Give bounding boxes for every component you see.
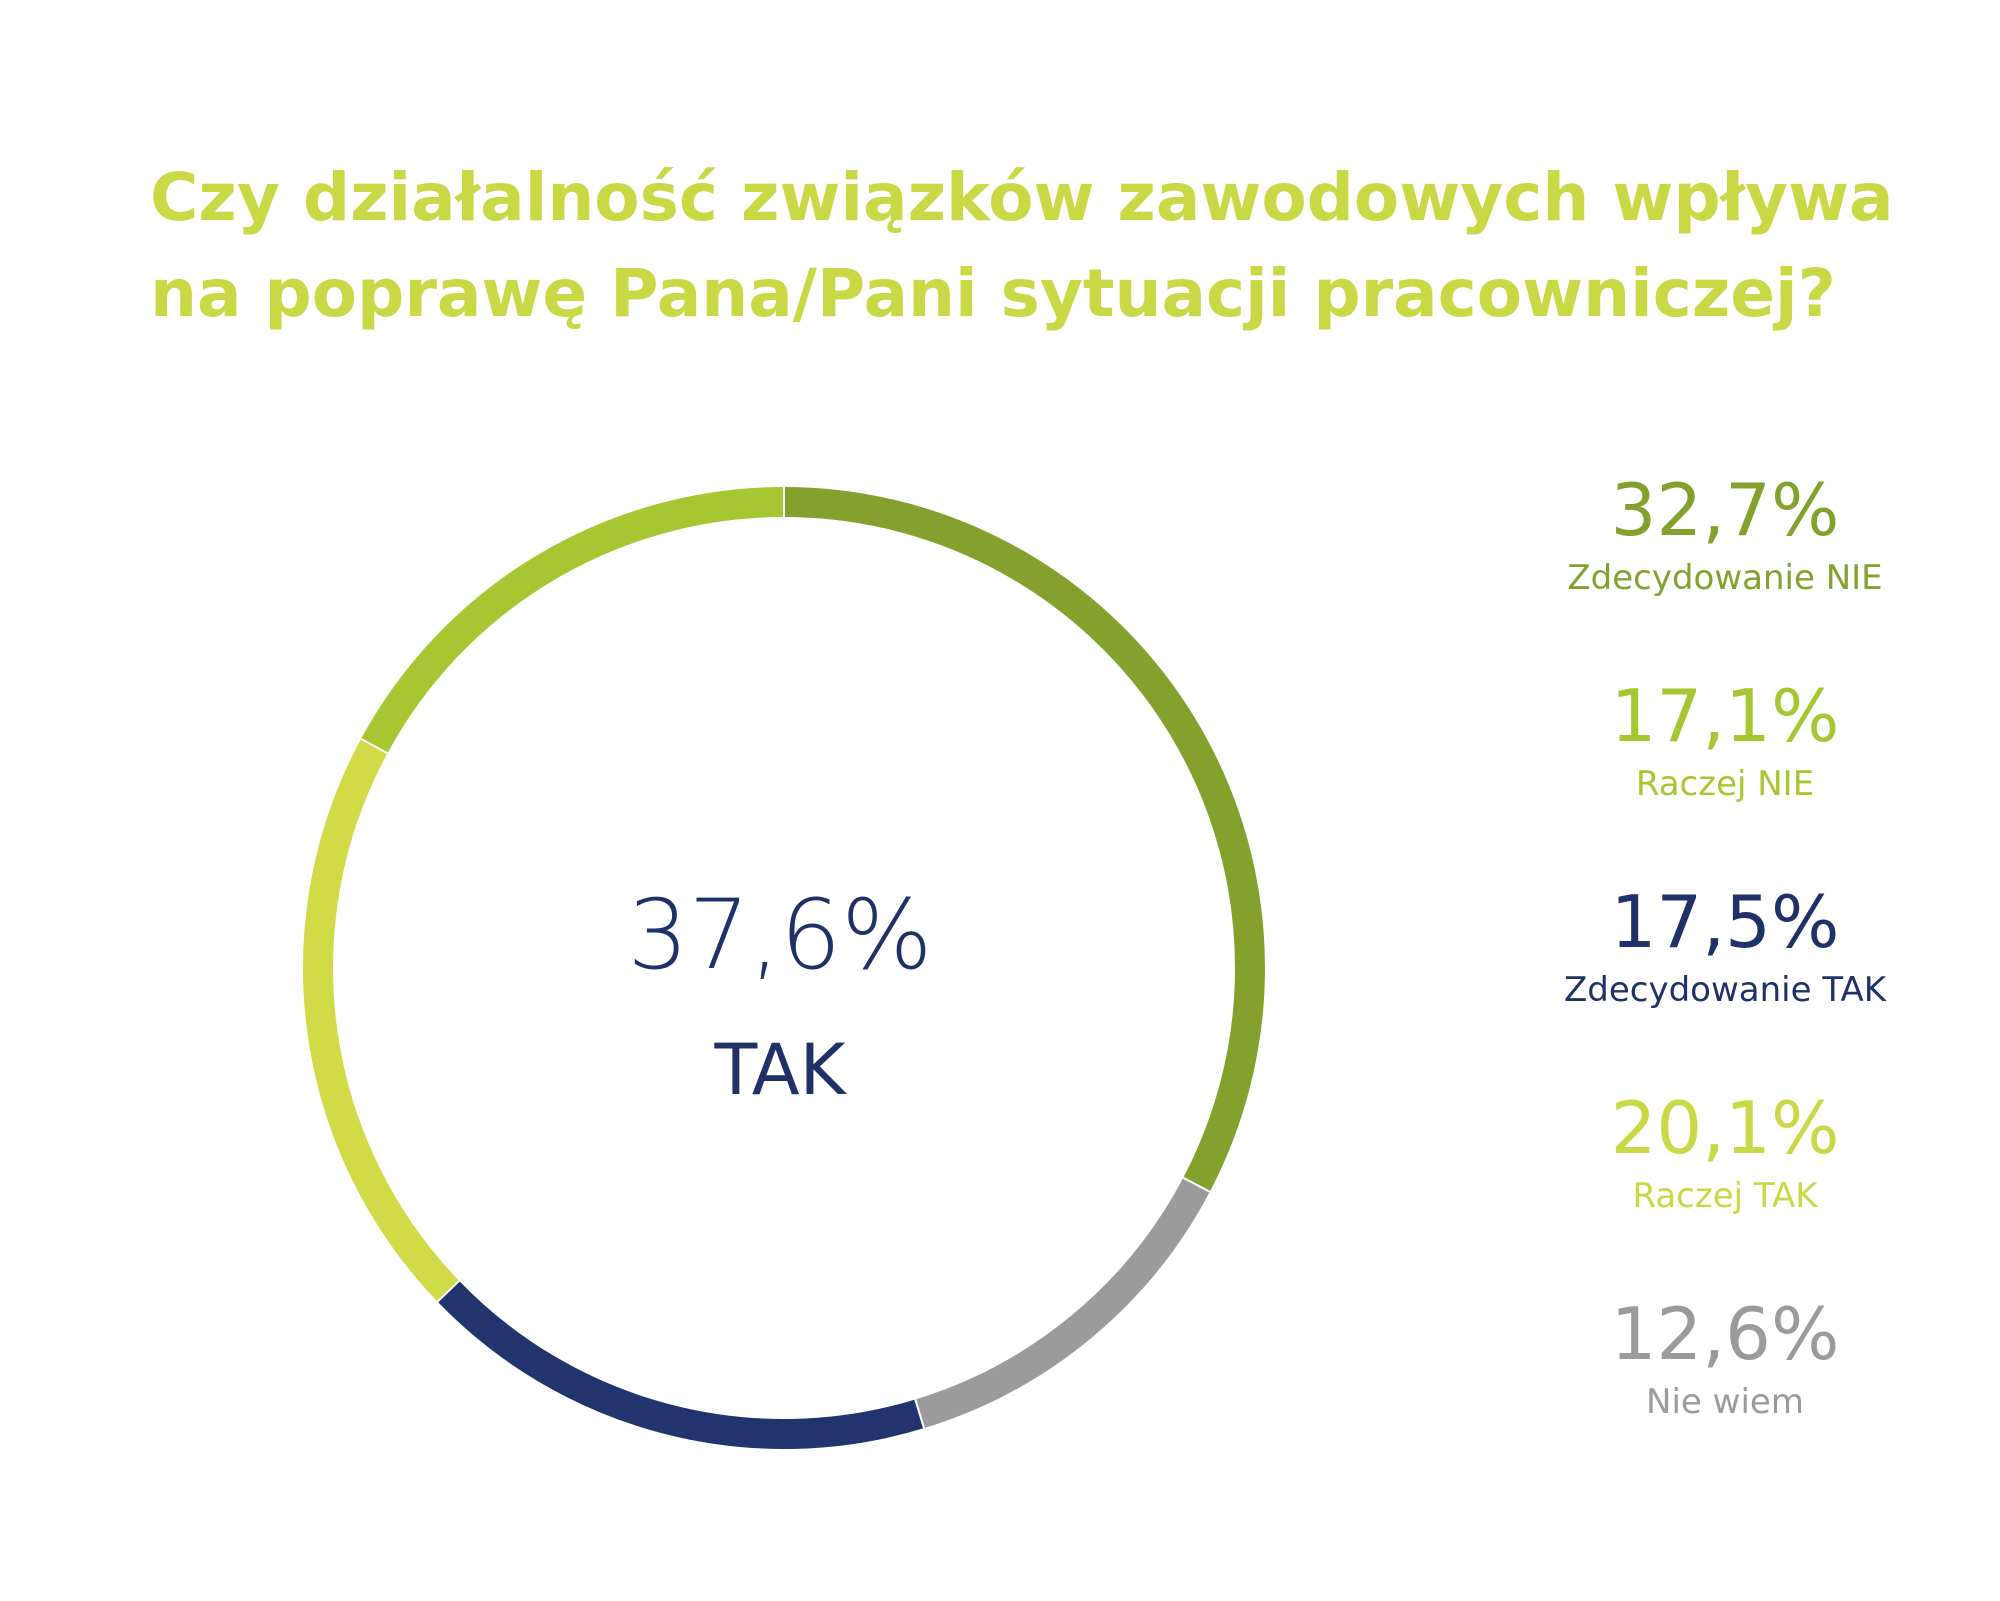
legend-item: 20,1% Raczej TAK bbox=[1510, 1088, 1940, 1294]
donut-slice bbox=[361, 487, 785, 754]
legend-value: 17,1% bbox=[1610, 674, 1840, 758]
slice-separator bbox=[436, 1280, 460, 1303]
donut-slice bbox=[303, 738, 460, 1302]
legend-label: Raczej TAK bbox=[1632, 1176, 1818, 1216]
donut-slice bbox=[915, 1177, 1210, 1429]
legend-value: 12,6% bbox=[1610, 1292, 1840, 1376]
slice-separator bbox=[360, 738, 388, 755]
legend-item: 17,5% Zdecydowanie TAK bbox=[1510, 882, 1940, 1088]
center-label: TAK bbox=[714, 1029, 846, 1111]
legend-value: 20,1% bbox=[1610, 1086, 1840, 1170]
donut-slice bbox=[437, 1280, 924, 1449]
legend-label: Nie wiem bbox=[1646, 1382, 1804, 1422]
slice-separator bbox=[914, 1399, 925, 1429]
legend-label: Zdecydowanie NIE bbox=[1567, 558, 1883, 598]
slice-separator bbox=[1182, 1176, 1211, 1193]
legend-item: 12,6% Nie wiem bbox=[1510, 1294, 1940, 1500]
legend-label: Zdecydowanie TAK bbox=[1563, 970, 1887, 1010]
legend-value: 32,7% bbox=[1610, 468, 1840, 552]
legend-item: 32,7% Zdecydowanie NIE bbox=[1510, 470, 1940, 676]
chart-title: Czy działalność związków zawodowych wpły… bbox=[150, 150, 1900, 342]
legend-item: 17,1% Raczej NIE bbox=[1510, 676, 1940, 882]
legend-label: Raczej NIE bbox=[1635, 764, 1815, 804]
donut-slice bbox=[783, 487, 1265, 1192]
legend-value: 17,5% bbox=[1610, 880, 1840, 964]
donut-slices bbox=[303, 487, 1265, 1449]
center-value: 37,6% bbox=[627, 879, 933, 991]
chart-title-line-2: na poprawę Pana/Pani sytuacji pracownicz… bbox=[150, 255, 1836, 332]
legend: 32,7% Zdecydowanie NIE 17,1% Raczej NIE … bbox=[1510, 470, 1940, 1500]
chart-title-line-1: Czy działalność związków zawodowych wpły… bbox=[150, 159, 1894, 236]
